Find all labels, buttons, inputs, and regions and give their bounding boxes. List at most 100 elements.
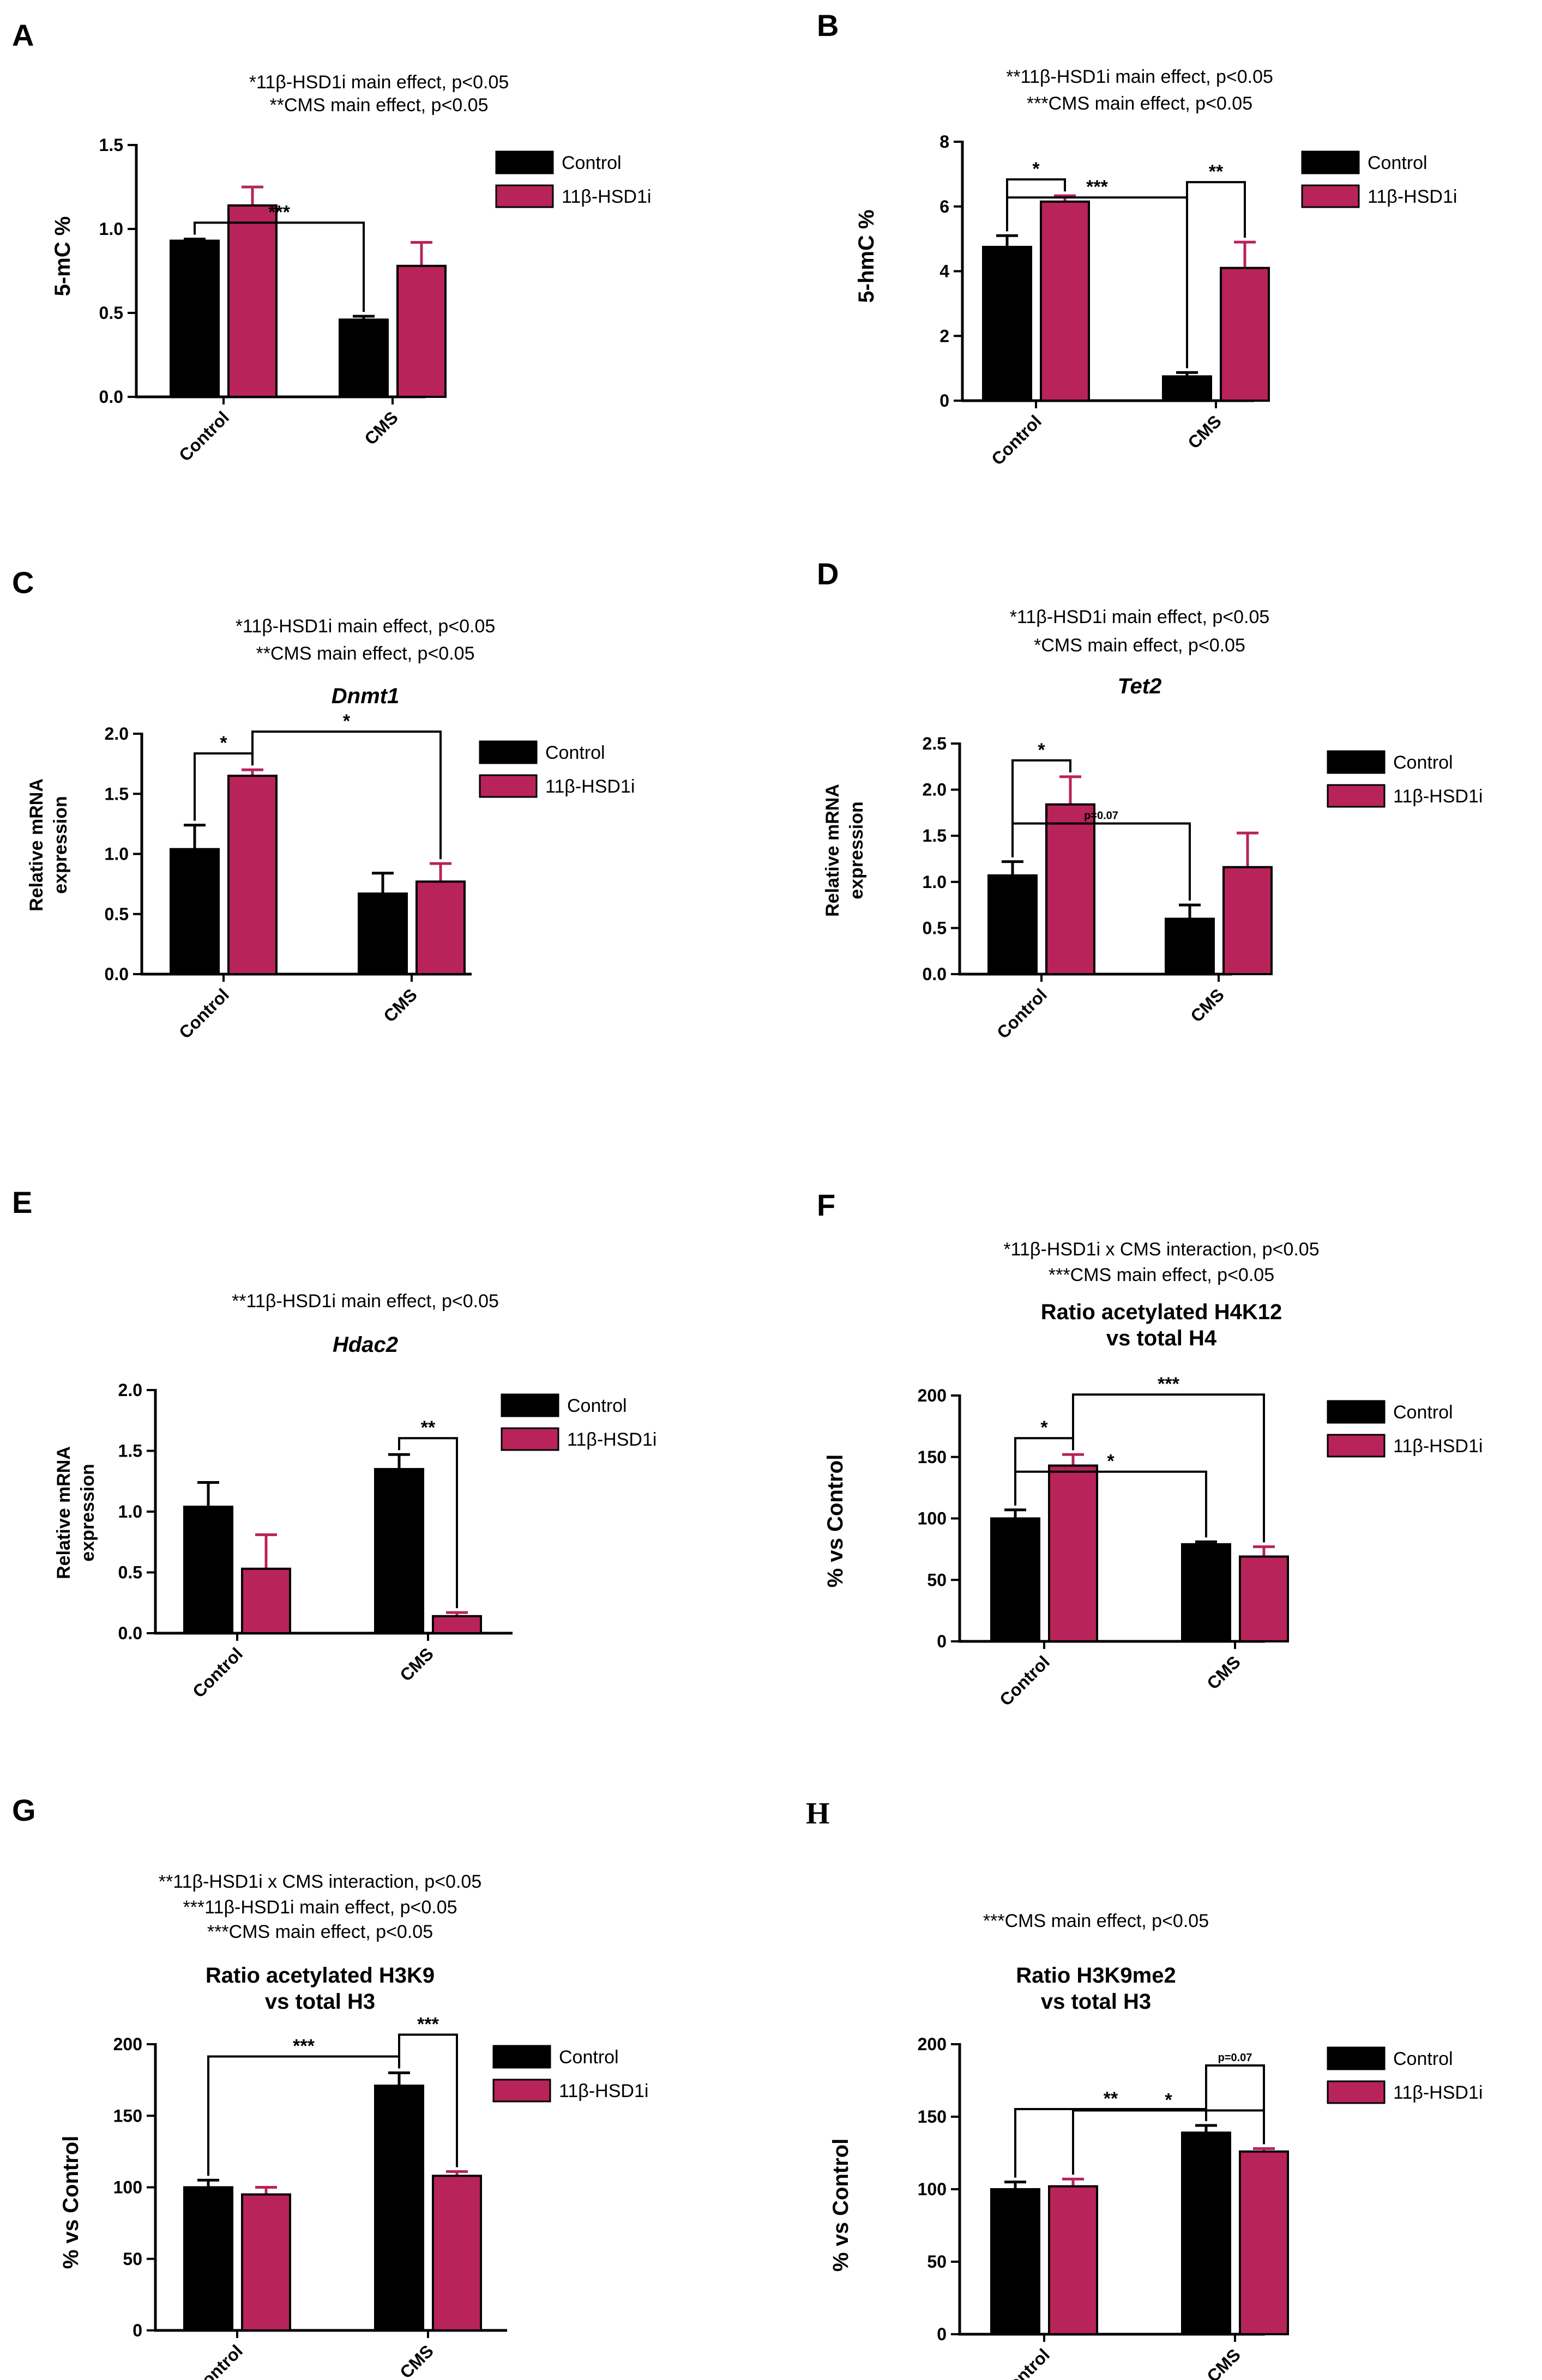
significance-bracket	[251, 730, 442, 860]
legend-swatch	[479, 740, 538, 764]
chart-title: Ratio acetylated H4K12	[1041, 1300, 1282, 1324]
y-axis-label: expression	[846, 801, 867, 899]
x-tick-label: CMS	[396, 2341, 437, 2380]
y-tick-label: 100	[918, 1509, 947, 1529]
significance-label: ***	[1086, 177, 1108, 197]
bar-11-hsd1i	[432, 2174, 482, 2331]
significance-note: **11β-HSD1i x CMS interaction, p<0.05	[159, 1871, 481, 1892]
bar-11-hsd1i	[1220, 267, 1270, 402]
panel-f: F *11β-HSD1i x CMS interaction, p<0.05 ***…	[817, 1188, 1483, 1710]
y-tick-label: 1.5	[118, 1441, 142, 1461]
bar-11-hsd1i	[396, 264, 447, 398]
y-tick-label: 1.0	[118, 1502, 142, 1521]
bar-control	[183, 1506, 233, 1635]
significance-note: *11β-HSD1i x CMS interaction, p<0.05	[1003, 1239, 1319, 1260]
significance-note: **CMS main effect, p<0.05	[270, 95, 489, 116]
significance-label: *	[1038, 740, 1045, 760]
x-tick-label: CMS	[1184, 411, 1225, 452]
significance-label: ***	[417, 2014, 439, 2035]
bar-11-hsd1i	[1040, 200, 1090, 402]
significance-label: ***	[1158, 1374, 1179, 1394]
x-tick-label: CMS	[380, 984, 421, 1026]
significance-bracket	[207, 2055, 400, 2176]
legend-swatch	[501, 1427, 559, 1451]
y-tick-label: 0.5	[118, 1563, 142, 1582]
chart-title: Ratio H3K9me2	[1016, 1964, 1176, 1988]
x-tick-label: CMS	[1203, 2345, 1244, 2380]
panel-letter: E	[12, 1185, 32, 1219]
legend-swatch	[501, 1393, 559, 1417]
significance-note: ***11β-HSD1i main effect, p<0.05	[183, 1897, 457, 1918]
significance-label: **	[1104, 2088, 1118, 2109]
significance-bracket	[1014, 2107, 1207, 2178]
y-tick-label: 0.0	[99, 387, 123, 407]
y-tick-label: 0.5	[923, 918, 947, 938]
bar-control	[1165, 917, 1215, 975]
y-axis-label: expression	[77, 1464, 98, 1562]
bar-11-hsd1i	[227, 204, 278, 398]
panel-letter: F	[817, 1188, 835, 1222]
bar-control	[339, 318, 389, 398]
x-tick-label: Control	[175, 984, 233, 1042]
legend-label: 11β-HSD1i	[559, 2081, 648, 2101]
legend-label: Control	[1393, 1402, 1453, 1423]
y-tick-label: 1.5	[99, 135, 123, 155]
y-tick-label: 50	[927, 2252, 947, 2272]
significance-bracket	[1186, 181, 1246, 369]
legend-label: Control	[545, 742, 605, 763]
y-axis-label: 5-mC %	[51, 216, 75, 297]
panel-g: G **11β-HSD1i x CMS interaction, p<0.05 **…	[12, 1793, 648, 2380]
legend-label: 11β-HSD1i	[1393, 2082, 1483, 2103]
significance-label: *	[343, 711, 351, 732]
bar-control	[982, 245, 1032, 402]
bar-control	[170, 848, 220, 976]
significance-label: **	[421, 1417, 436, 1438]
y-tick-label: 0.5	[99, 303, 123, 323]
bar-control	[990, 2188, 1040, 2335]
y-tick-label: 1.5	[105, 784, 129, 804]
significance-bracket	[1011, 822, 1191, 901]
significance-label: p=0.07	[1218, 2052, 1252, 2064]
bar-11-hsd1i	[432, 1615, 482, 1635]
y-tick-label: 200	[113, 2034, 142, 2054]
bar-control	[358, 892, 408, 976]
significance-label: *	[1165, 2090, 1172, 2111]
chart-title: Hdac2	[333, 1333, 398, 1357]
bar-control	[183, 2186, 233, 2331]
significance-note: *CMS main effect, p<0.05	[1034, 635, 1245, 656]
panel-d: D *11β-HSD1i main effect, p<0.05 *CMS main…	[817, 557, 1483, 1042]
y-tick-label: 0.0	[923, 964, 947, 984]
significance-note: **CMS main effect, p<0.05	[256, 643, 475, 664]
bar-control	[1181, 2131, 1231, 2335]
bar-11-hsd1i	[1222, 866, 1273, 976]
legend-swatch	[1327, 2080, 1386, 2104]
legend-swatch	[495, 150, 554, 174]
bar-control	[990, 1517, 1040, 1642]
significance-label: *	[1032, 159, 1040, 179]
significance-bracket	[1006, 196, 1188, 369]
panel-letter: H	[806, 1797, 830, 1831]
legend-swatch	[1327, 2046, 1386, 2070]
legend-label: 11β-HSD1i	[1393, 1436, 1483, 1457]
significance-label: p=0.07	[1084, 810, 1118, 822]
x-tick-label: Control	[996, 1652, 1053, 1710]
bar-11-hsd1i	[241, 1567, 291, 1635]
chart-title: vs total H3	[265, 1990, 375, 2014]
y-axis-label: % vs Control	[59, 2136, 83, 2269]
significance-bracket	[398, 2033, 458, 2167]
significance-label: **	[1209, 161, 1224, 182]
y-tick-label: 150	[918, 1447, 947, 1467]
panel-c: C *11β-HSD1i main effect, p<0.05 **CMS mai…	[12, 565, 635, 1042]
y-tick-label: 2.5	[923, 734, 947, 753]
panel-letter: C	[12, 565, 34, 600]
legend-label: Control	[562, 153, 622, 173]
x-tick-label: Control	[189, 1644, 246, 1701]
significance-bracket	[1072, 1393, 1265, 1543]
y-tick-label: 6	[939, 197, 949, 216]
legend-label: 11β-HSD1i	[1368, 186, 1457, 207]
y-tick-label: 1.0	[105, 844, 129, 864]
x-tick-label: CMS	[396, 1644, 437, 1685]
x-tick-label: Control	[993, 984, 1051, 1042]
y-tick-label: 8	[939, 132, 949, 152]
legend-label: Control	[1368, 153, 1427, 173]
